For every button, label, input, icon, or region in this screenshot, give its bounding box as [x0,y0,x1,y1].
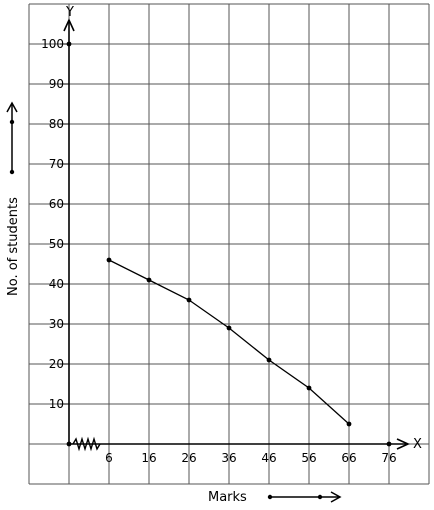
axes [63,18,410,450]
x-tick-label: 6 [105,451,113,465]
x-title-arrow [270,491,342,503]
series [106,257,352,427]
axis-break-zigzag [72,436,101,452]
x-axis-arrow [396,438,410,450]
data-point [186,297,192,303]
y-title-arrow-dot [9,169,15,175]
y-axis-arrow [63,18,75,32]
grid [28,3,430,485]
y-tick-label: 50 [49,237,64,251]
tick-labels: 6 16 26 36 46 56 66 76 10 20 30 40 50 60 70 80 90 100 [41,37,397,465]
y-axis-letter: Y [65,5,74,20]
y-title-arrow [6,101,18,172]
x-tick-label: 76 [381,451,396,465]
data-point [266,357,272,363]
x-tick-label: 36 [221,451,236,465]
y-tick-label: 70 [49,157,64,171]
data-point [106,257,112,263]
x-axis-letter: X [413,437,422,452]
x-title-arrow-dot [317,494,323,500]
y-tick-label: 30 [49,317,64,331]
x-axis-end-dot [386,441,392,447]
y-tick-label: 100 [41,37,64,51]
y-title-arrow-dot [9,119,15,125]
y-tick-label: 90 [49,77,64,91]
y-axis-title: No. of students [6,197,21,296]
x-tick-label: 66 [341,451,356,465]
y-tick-label: 60 [49,197,64,211]
x-title-arrow-dot [267,494,273,500]
x-axis-title: Marks [208,490,247,505]
data-point [146,277,152,283]
y-tick-label: 40 [49,277,64,291]
x-tick-label: 46 [261,451,276,465]
data-point [226,325,232,331]
y-tick-label: 10 [49,397,64,411]
data-point [346,421,352,427]
x-tick-label: 56 [301,451,316,465]
y-tick-label: 80 [49,117,64,131]
x-tick-label: 16 [141,451,156,465]
y-tick-label: 20 [49,357,64,371]
data-point [306,385,312,391]
x-tick-label: 26 [181,451,196,465]
origin-dot [66,441,72,447]
